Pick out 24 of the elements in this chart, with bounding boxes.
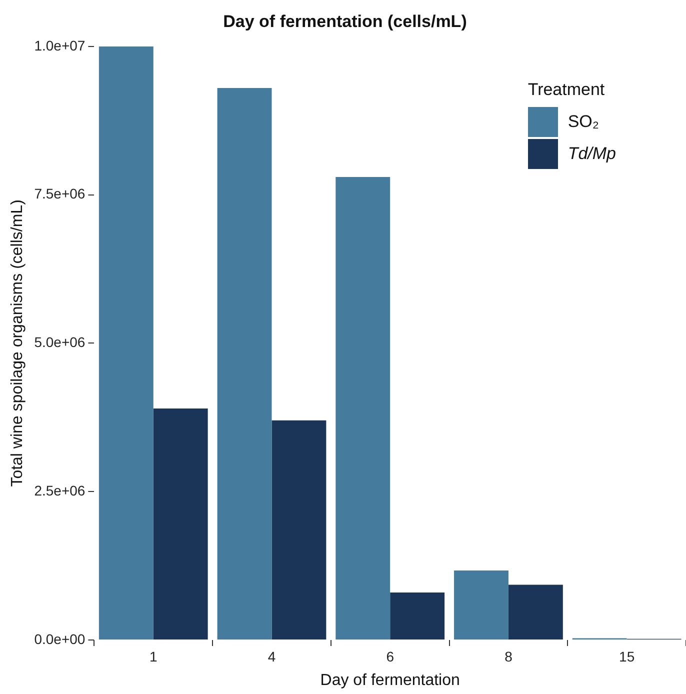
bar: [98, 46, 154, 640]
legend-label: Td/Mp: [568, 144, 616, 164]
legend-label: SO₂: [568, 112, 599, 132]
bar: [272, 420, 326, 640]
x-tick-label: 8: [504, 648, 513, 664]
bar: [390, 592, 445, 640]
x-tick-label: 4: [268, 648, 276, 664]
legend-title: Treatment: [528, 80, 606, 100]
y-tick-label: 0.0e+00: [34, 630, 86, 647]
bar: [454, 570, 508, 640]
y-tick-label: 5.0e+06: [34, 334, 86, 350]
x-tick-label: 6: [386, 648, 394, 664]
x-tick-label: 15: [619, 648, 635, 664]
y-tick-label: 1.0e+07: [34, 37, 86, 54]
bar: [217, 88, 272, 640]
chart-title: Day of fermentation (cells/mL): [223, 12, 467, 31]
y-axis-title: Total wine spoilage organisms (cells/mL): [9, 200, 26, 487]
bar: [153, 408, 208, 640]
y-tick-label: 7.5e+06: [34, 186, 86, 202]
x-tick-label: 1: [149, 648, 158, 664]
x-axis-title: Day of fermentation: [320, 672, 460, 689]
bar: [508, 584, 563, 640]
y-tick-label: 2.5e+06: [34, 482, 86, 498]
bar: [336, 176, 390, 640]
